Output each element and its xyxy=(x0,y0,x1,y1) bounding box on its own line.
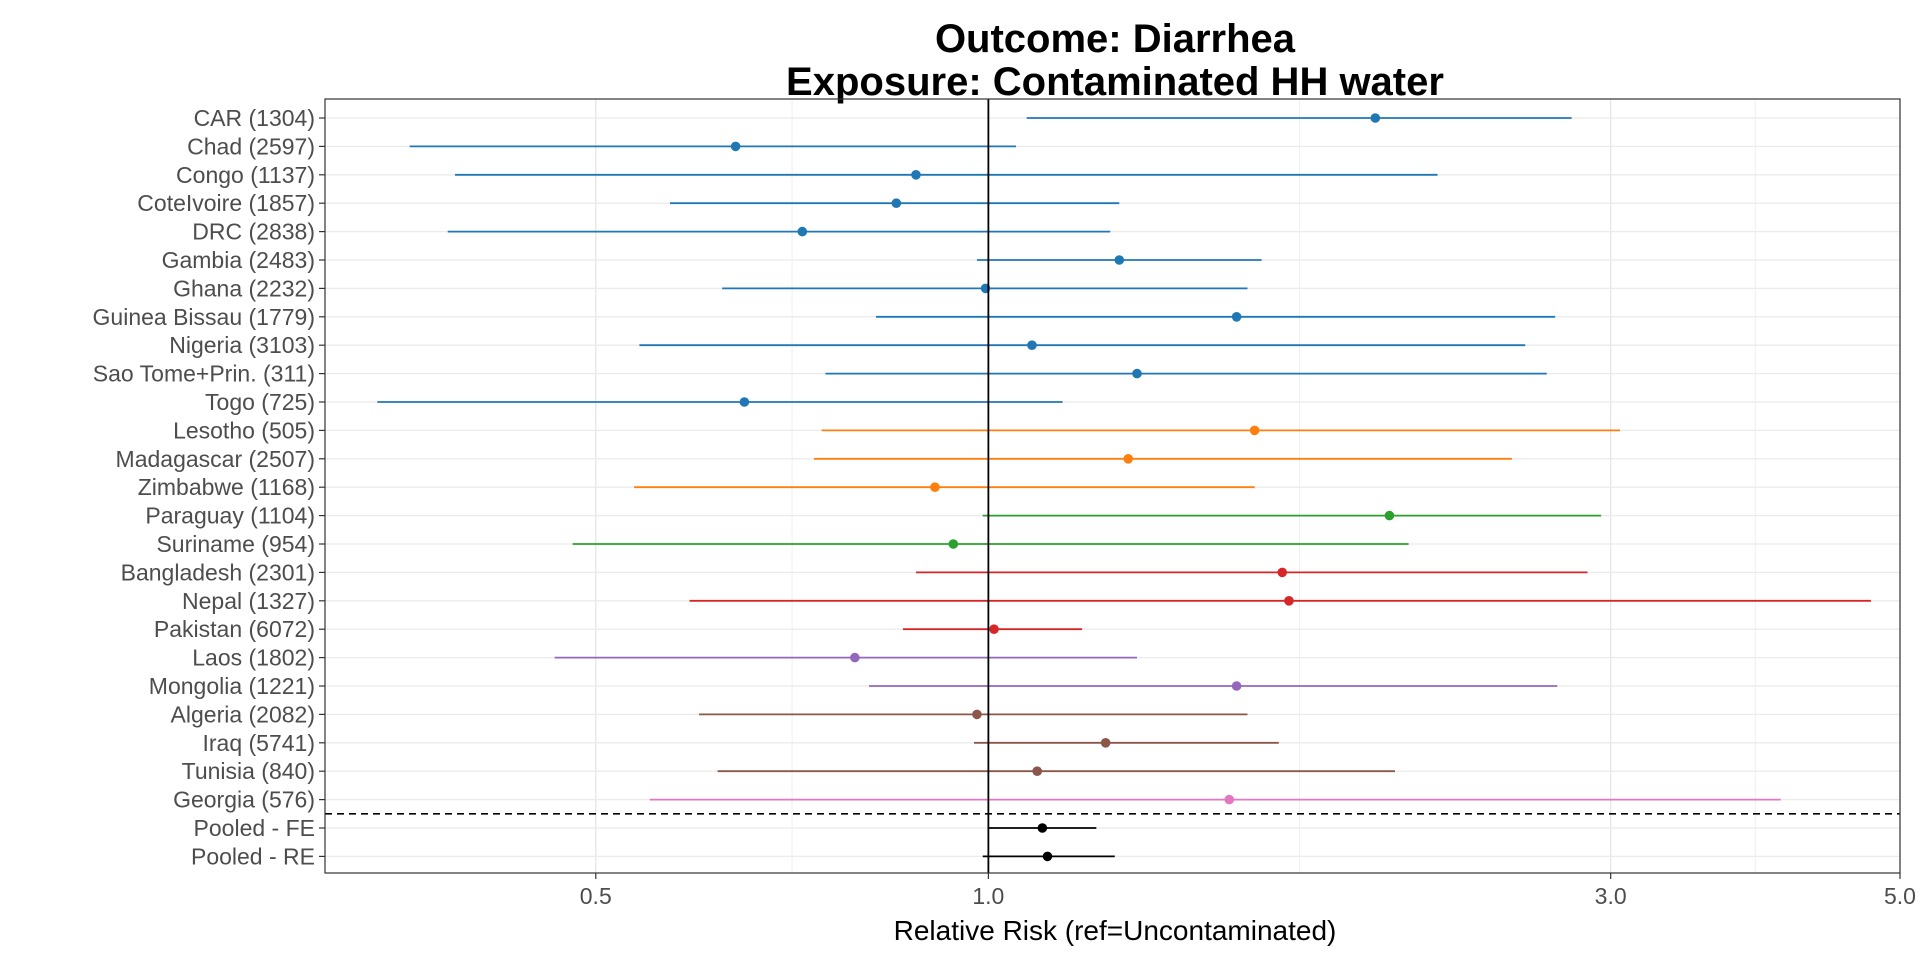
panel-border xyxy=(324,98,1901,874)
point-estimate xyxy=(1100,738,1111,748)
point-estimate xyxy=(1123,454,1134,464)
point-estimate xyxy=(1132,368,1142,379)
y-axis-labels: CAR (1304)Chad (2597) Congo (1137)CoteIvo… xyxy=(93,105,325,869)
row-label: Nigeria (3103) xyxy=(169,332,315,358)
x-tick-label: 0.5 xyxy=(580,883,612,909)
row-label: CAR (1304) xyxy=(194,105,315,131)
row-label: Pakistan (6072) xyxy=(154,616,315,642)
point-estimate xyxy=(850,652,860,663)
row-label: DRC (2838) xyxy=(192,219,315,245)
point-estimate xyxy=(1231,312,1242,322)
row-label: Zimbabwe (1168) xyxy=(138,474,315,500)
point-estimate xyxy=(911,170,921,180)
point-estimate xyxy=(1224,794,1235,805)
row-label: Georgia (576) xyxy=(173,787,315,813)
row-label: Nepal (1327) xyxy=(182,588,315,614)
row-label: Madagascar (2507) xyxy=(116,446,315,472)
x-tick-label: 1.0 xyxy=(972,883,1004,909)
x-tick-label: 5.0 xyxy=(1884,883,1916,909)
point-estimate xyxy=(1114,255,1125,265)
point-estimate xyxy=(1249,425,1260,436)
row-label: Sao Tome+Prin. (311) xyxy=(93,361,315,387)
row-label: Algeria (2082) xyxy=(171,701,315,727)
point-estimate xyxy=(948,539,959,549)
row-label: Pooled - FE xyxy=(194,815,315,841)
row-label: Togo (725) xyxy=(205,389,315,415)
row-label: Ghana (2232) xyxy=(173,275,315,301)
point-estimate xyxy=(1231,681,1242,691)
row-label: Guinea Bissau (1779) xyxy=(93,304,315,330)
row-label: Laos (1802) xyxy=(192,645,315,671)
grid-lines xyxy=(325,99,1901,873)
x-tick-label: 3.0 xyxy=(1595,883,1627,909)
point-estimate xyxy=(1027,340,1037,351)
row-label: Mongolia (1221) xyxy=(149,673,315,699)
row-label: Lesotho (505) xyxy=(173,417,315,443)
row-label: Chad (2597) xyxy=(187,133,315,159)
point-estimate xyxy=(972,709,982,720)
chart-title-group: Outcome: Diarrhea Exposure: Contaminated… xyxy=(786,17,1444,104)
point-estimate xyxy=(1370,113,1381,123)
chart-subtitle: Exposure: Contaminated HH water xyxy=(786,60,1444,104)
point-estimate xyxy=(1032,766,1042,776)
row-label: Gambia (2483) xyxy=(162,247,315,273)
row-label: Suriname (954) xyxy=(156,531,315,557)
row-label: Bangladesh (2301) xyxy=(121,559,315,585)
row-label: CoteIvoire (1857) xyxy=(137,190,315,216)
point-estimate xyxy=(989,624,999,634)
reference-layer xyxy=(325,99,1900,873)
point-estimate xyxy=(891,198,902,208)
point-estimate xyxy=(1384,510,1395,521)
x-axis-ticks: 0.5 1.0 3.0 5.0 xyxy=(580,873,1916,909)
row-label: Tunisia (840) xyxy=(182,758,315,784)
row-label: Iraq (5741) xyxy=(202,730,315,756)
point-estimate xyxy=(797,226,808,237)
point-estimate xyxy=(1037,823,1048,833)
plot-rows xyxy=(377,113,1871,862)
point-estimate xyxy=(739,397,750,407)
point-estimate xyxy=(1042,851,1053,862)
point-estimate xyxy=(730,141,741,152)
chart-title: Outcome: Diarrhea xyxy=(935,17,1296,61)
point-estimate xyxy=(930,482,940,493)
row-label: Congo (1137) xyxy=(176,162,315,188)
point-estimate xyxy=(1284,596,1294,606)
point-estimate xyxy=(1277,567,1288,578)
x-axis-title: Relative Risk (ref=Uncontaminated) xyxy=(894,915,1337,946)
row-label: Pooled - RE xyxy=(191,843,315,869)
row-label: Paraguay (1104) xyxy=(145,503,315,529)
